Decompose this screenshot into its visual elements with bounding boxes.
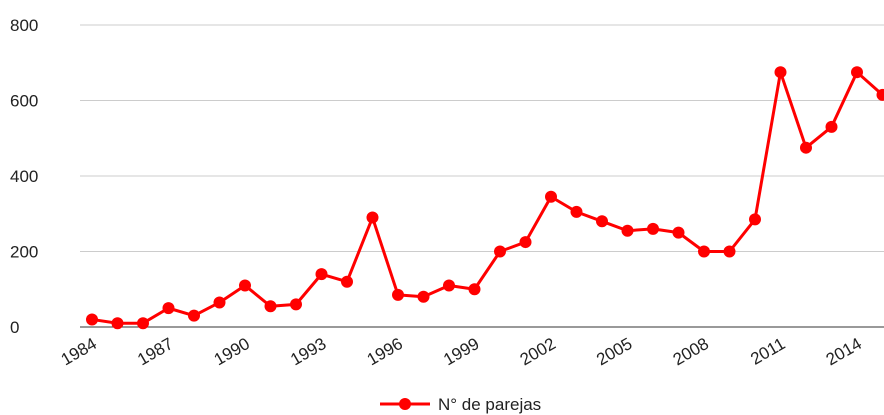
y-tick-label: 400	[10, 167, 38, 186]
y-tick-label: 600	[10, 92, 38, 111]
data-point	[672, 226, 685, 239]
data-point	[519, 236, 532, 249]
data-point	[111, 317, 124, 330]
data-point	[213, 296, 226, 309]
data-point	[86, 313, 98, 326]
data-point	[800, 141, 812, 154]
data-point	[290, 298, 302, 311]
x-tick-label: 2011	[747, 334, 788, 369]
data-point	[392, 288, 404, 301]
x-tick-label: 1993	[287, 334, 329, 369]
legend-label: N° de parejas	[438, 395, 541, 414]
data-point	[876, 88, 884, 101]
data-point	[570, 205, 583, 218]
legend-marker	[399, 398, 411, 410]
data-point	[723, 245, 736, 258]
x-tick-label: 1996	[364, 334, 406, 369]
data-point	[366, 211, 379, 224]
x-tick-label: 2005	[593, 334, 635, 369]
data-point	[749, 213, 761, 226]
data-point	[621, 224, 634, 237]
data-point	[698, 245, 710, 258]
data-point	[264, 300, 277, 313]
y-tick-label: 800	[10, 16, 38, 35]
x-tick-label: 1987	[134, 334, 176, 369]
x-tick-label: 2002	[517, 334, 559, 369]
data-point	[188, 309, 200, 322]
data-point	[315, 268, 328, 281]
x-tick-label: 2008	[670, 334, 712, 369]
data-point	[417, 290, 430, 303]
x-tick-label: 2014	[823, 334, 865, 369]
data-point	[494, 245, 506, 258]
x-tick-label: 1990	[211, 334, 253, 369]
y-tick-label: 0	[10, 318, 19, 337]
data-point	[596, 215, 608, 228]
data-point	[137, 317, 149, 330]
data-point	[825, 120, 838, 133]
data-point	[774, 66, 787, 79]
y-tick-label: 200	[10, 243, 38, 262]
series-line	[91, 70, 884, 325]
data-point	[851, 66, 863, 79]
data-point	[468, 283, 481, 296]
data-point	[545, 190, 557, 203]
data-point	[239, 279, 251, 292]
data-point	[443, 279, 455, 292]
x-tick-label: 1984	[58, 334, 100, 369]
data-point	[341, 275, 353, 288]
data-point	[647, 222, 659, 235]
x-tick-label: 1999	[440, 334, 482, 369]
data-point	[162, 302, 175, 315]
